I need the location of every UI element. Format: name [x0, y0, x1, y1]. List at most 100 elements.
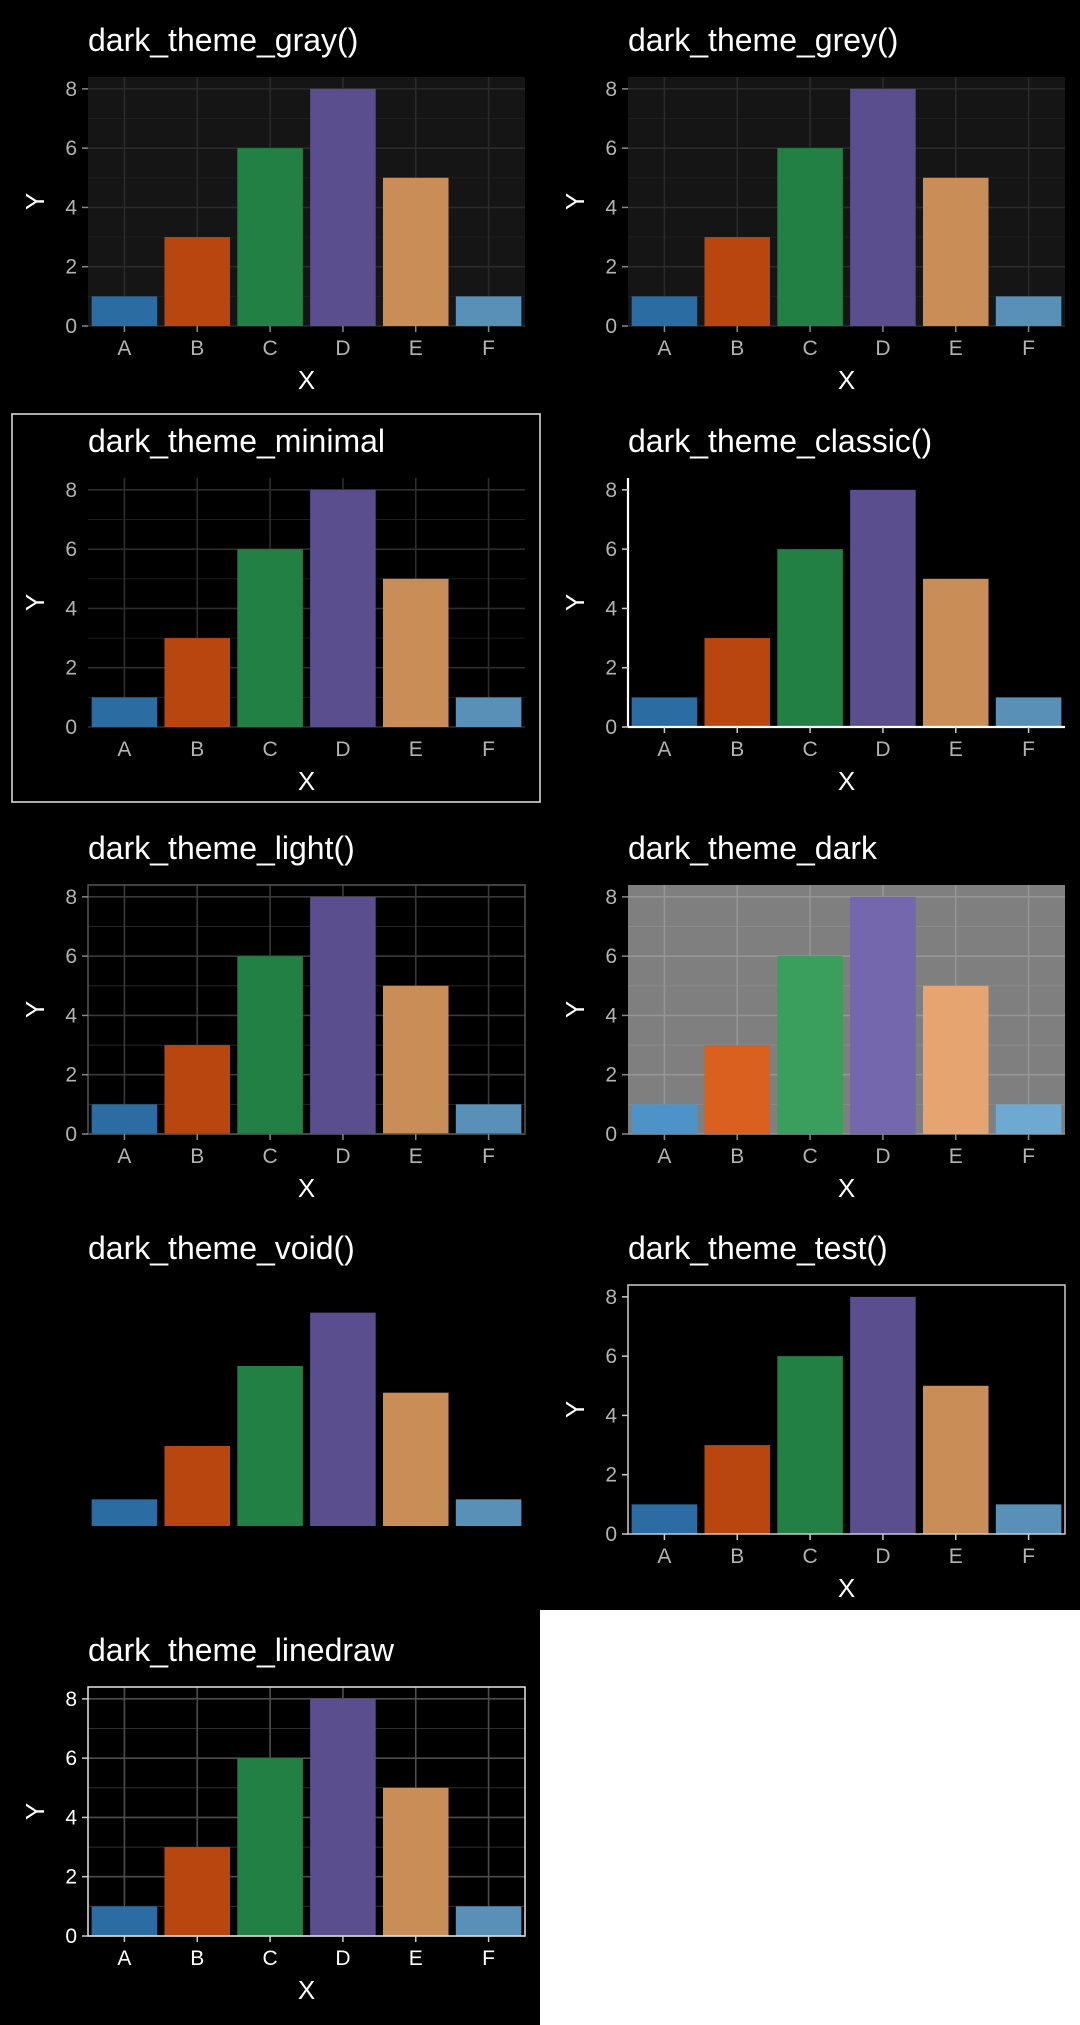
y-tick-label: 0 — [605, 1123, 617, 1146]
x-tick-label: C — [802, 738, 817, 761]
x-axis-title: X — [298, 365, 315, 395]
x-tick-label: D — [875, 1145, 890, 1168]
bar-E — [922, 985, 989, 1134]
plot-border — [87, 884, 526, 1135]
x-tick-label: A — [117, 337, 131, 360]
y-axis-title: Y — [560, 1401, 590, 1418]
bar-C — [777, 1356, 843, 1534]
x-tick-label: B — [190, 738, 204, 761]
panel-border — [11, 413, 541, 803]
y-tick-label: 0 — [605, 315, 617, 338]
x-tick-label: A — [657, 1545, 671, 1568]
bar-F — [995, 1504, 1062, 1534]
bar-C — [237, 148, 303, 326]
x-tick-label: F — [1022, 337, 1035, 360]
bar-C — [237, 1758, 303, 1936]
y-tick-label: 6 — [65, 137, 77, 160]
x-tick-label: F — [482, 738, 495, 761]
bar-C — [777, 549, 843, 727]
bar-E — [382, 1787, 449, 1936]
x-axis-title: X — [838, 1573, 855, 1603]
x-axis-title: X — [298, 1975, 315, 2005]
x-tick-label: E — [409, 1145, 423, 1168]
bar-E — [382, 985, 449, 1134]
x-tick-label: D — [335, 738, 350, 761]
x-tick-label: A — [657, 1145, 671, 1168]
x-tick-label: B — [730, 1545, 744, 1568]
x-tick-label: E — [409, 738, 423, 761]
y-tick-label: 0 — [65, 1123, 77, 1146]
x-tick-label: D — [335, 337, 350, 360]
bar-E — [922, 177, 989, 326]
bar-E — [382, 578, 449, 727]
x-tick-label: B — [190, 1145, 204, 1168]
chart-title: dark_theme_grey() — [628, 22, 898, 58]
chart-panel-gray: dark_theme_gray() 0 2 4 6 8 A B C D E F X Y — [20, 22, 525, 395]
bar-B — [164, 1847, 231, 1936]
bar-C — [237, 956, 303, 1134]
y-tick-label: 0 — [605, 716, 617, 739]
x-tick-label: B — [190, 1947, 204, 1970]
y-tick-label: 2 — [65, 1064, 77, 1087]
y-tick-label: 6 — [65, 1747, 77, 1770]
x-tick-label: D — [335, 1145, 350, 1168]
bar-B — [164, 1045, 231, 1134]
bar-D — [850, 1296, 916, 1534]
bar-C — [237, 1366, 303, 1526]
y-tick-label: 4 — [65, 1004, 77, 1027]
y-tick-label: 8 — [65, 479, 77, 502]
y-tick-label: 0 — [65, 1925, 77, 1948]
bar-B — [164, 237, 231, 326]
bar-F — [455, 296, 522, 326]
x-tick-label: F — [1022, 1545, 1035, 1568]
bar-D — [850, 88, 916, 326]
x-tick-label: D — [875, 337, 890, 360]
chart-panel-minimal: dark_theme_minimal 0 2 4 6 8 A B C D E F X Y — [11, 413, 541, 803]
y-axis-title: Y — [20, 1001, 50, 1018]
x-tick-label: D — [335, 1947, 350, 1970]
bar-D — [850, 896, 916, 1134]
bar-A — [91, 697, 158, 727]
y-tick-label: 6 — [65, 538, 77, 561]
y-axis-title: Y — [560, 1001, 590, 1018]
chart-title: dark_theme_light() — [88, 830, 355, 866]
bar-D — [310, 1312, 376, 1526]
bar-D — [310, 489, 376, 727]
bar-B — [704, 1445, 771, 1534]
bar-B — [704, 1045, 771, 1134]
bar-D — [310, 88, 376, 326]
chart-panel-light: dark_theme_light() 0 2 4 6 8 A B C D E F X Y — [20, 830, 526, 1203]
x-tick-label: B — [730, 1145, 744, 1168]
x-axis-title: X — [298, 766, 315, 796]
y-tick-label: 2 — [605, 1064, 617, 1087]
y-tick-label: 8 — [65, 886, 77, 909]
y-tick-label: 2 — [65, 256, 77, 279]
chart-title: dark_theme_void() — [88, 1230, 355, 1266]
bar-F — [455, 697, 522, 727]
x-tick-label: B — [730, 337, 744, 360]
y-tick-label: 0 — [605, 1523, 617, 1546]
x-tick-label: F — [1022, 738, 1035, 761]
y-tick-label: 2 — [605, 1464, 617, 1487]
y-tick-label: 6 — [65, 945, 77, 968]
chart-title: dark_theme_test() — [628, 1230, 888, 1266]
bar-F — [455, 1906, 522, 1936]
chart-title: dark_theme_classic() — [628, 423, 932, 459]
y-tick-label: 8 — [605, 1286, 617, 1309]
x-tick-label: E — [409, 337, 423, 360]
bar-A — [91, 1104, 158, 1134]
x-axis-title: X — [838, 1173, 855, 1203]
y-tick-label: 4 — [65, 196, 77, 219]
x-tick-label: F — [482, 1947, 495, 1970]
y-tick-label: 8 — [605, 78, 617, 101]
chart-panel-void: dark_theme_void() — [88, 1230, 522, 1526]
x-tick-label: E — [409, 1947, 423, 1970]
bar-B — [164, 638, 231, 727]
x-tick-label: C — [802, 1145, 817, 1168]
y-tick-label: 8 — [65, 78, 77, 101]
y-tick-label: 6 — [605, 1345, 617, 1368]
x-tick-label: B — [190, 337, 204, 360]
bar-A — [631, 1504, 698, 1534]
x-axis-title: X — [838, 766, 855, 796]
y-axis-title: Y — [20, 1803, 50, 1820]
